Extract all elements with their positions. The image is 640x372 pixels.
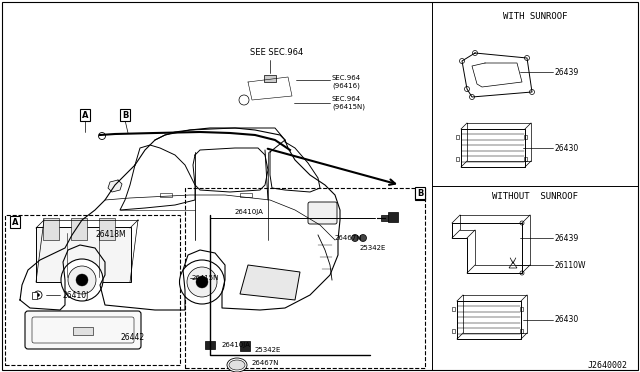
Text: J2640002: J2640002 bbox=[588, 360, 628, 369]
Text: 26467N: 26467N bbox=[335, 235, 362, 241]
Text: (96416): (96416) bbox=[332, 83, 360, 89]
Text: WITH SUNROOF: WITH SUNROOF bbox=[503, 12, 567, 20]
Circle shape bbox=[351, 234, 358, 241]
Bar bbox=[160, 193, 172, 197]
Text: 26410JA: 26410JA bbox=[235, 209, 264, 215]
Bar bbox=[452, 329, 455, 333]
Bar bbox=[524, 157, 527, 161]
Text: 26410JA: 26410JA bbox=[222, 342, 251, 348]
Text: 26410J: 26410J bbox=[62, 291, 88, 299]
Ellipse shape bbox=[68, 266, 96, 294]
Bar bbox=[205, 276, 215, 284]
Text: WITHOUT  SUNROOF: WITHOUT SUNROOF bbox=[492, 192, 578, 201]
Bar bbox=[43, 218, 59, 240]
Bar bbox=[452, 307, 455, 311]
Bar bbox=[185, 188, 425, 368]
Ellipse shape bbox=[187, 267, 217, 297]
Circle shape bbox=[465, 87, 470, 92]
Ellipse shape bbox=[196, 276, 208, 288]
Text: B: B bbox=[417, 189, 423, 199]
Text: 26415N: 26415N bbox=[192, 275, 220, 281]
Bar bbox=[456, 157, 459, 161]
Circle shape bbox=[470, 94, 474, 99]
Text: 26430: 26430 bbox=[555, 315, 579, 324]
Circle shape bbox=[472, 51, 477, 55]
Polygon shape bbox=[240, 265, 300, 300]
Bar bbox=[524, 135, 527, 139]
Text: 26430: 26430 bbox=[555, 144, 579, 153]
Bar bbox=[240, 193, 252, 197]
Ellipse shape bbox=[229, 360, 245, 370]
Circle shape bbox=[34, 291, 42, 299]
Circle shape bbox=[36, 294, 40, 296]
Ellipse shape bbox=[76, 274, 88, 286]
Ellipse shape bbox=[61, 259, 103, 301]
Bar bbox=[520, 329, 523, 333]
Bar bbox=[240, 341, 250, 351]
Text: SEE SEC.964: SEE SEC.964 bbox=[250, 48, 303, 57]
Text: 26439: 26439 bbox=[555, 234, 579, 243]
Bar bbox=[381, 215, 389, 221]
Text: A: A bbox=[82, 110, 88, 119]
Bar bbox=[32, 292, 37, 299]
Ellipse shape bbox=[179, 260, 225, 304]
Text: 26110W: 26110W bbox=[555, 260, 586, 269]
Polygon shape bbox=[509, 262, 517, 268]
Text: 25342E: 25342E bbox=[360, 245, 387, 251]
Circle shape bbox=[99, 132, 106, 140]
Circle shape bbox=[239, 95, 249, 105]
Bar bbox=[99, 218, 115, 240]
Circle shape bbox=[520, 271, 524, 275]
Bar bbox=[36, 227, 131, 282]
FancyBboxPatch shape bbox=[25, 311, 141, 349]
Text: SEC.964: SEC.964 bbox=[332, 96, 361, 102]
Text: B: B bbox=[417, 189, 423, 198]
FancyBboxPatch shape bbox=[308, 202, 337, 224]
Circle shape bbox=[460, 58, 465, 64]
Circle shape bbox=[529, 90, 534, 94]
Text: 26418M: 26418M bbox=[95, 230, 125, 238]
Circle shape bbox=[525, 55, 529, 61]
Bar bbox=[205, 341, 215, 349]
Bar bbox=[5, 215, 180, 365]
Circle shape bbox=[520, 221, 524, 225]
Bar bbox=[73, 327, 93, 335]
Polygon shape bbox=[108, 180, 122, 192]
Circle shape bbox=[360, 234, 367, 241]
Text: 25342E: 25342E bbox=[255, 347, 282, 353]
Bar bbox=[456, 135, 459, 139]
Text: 26467N: 26467N bbox=[252, 360, 280, 366]
Text: 26442: 26442 bbox=[120, 334, 144, 343]
Text: B: B bbox=[122, 110, 128, 119]
Ellipse shape bbox=[227, 358, 247, 372]
Text: (96415N): (96415N) bbox=[332, 104, 365, 110]
Text: A: A bbox=[12, 218, 19, 227]
Bar bbox=[388, 212, 398, 222]
Text: 26439: 26439 bbox=[555, 67, 579, 77]
Bar bbox=[520, 307, 523, 311]
Bar bbox=[71, 218, 87, 240]
Bar bbox=[264, 75, 276, 82]
Text: SEC.964: SEC.964 bbox=[332, 75, 361, 81]
